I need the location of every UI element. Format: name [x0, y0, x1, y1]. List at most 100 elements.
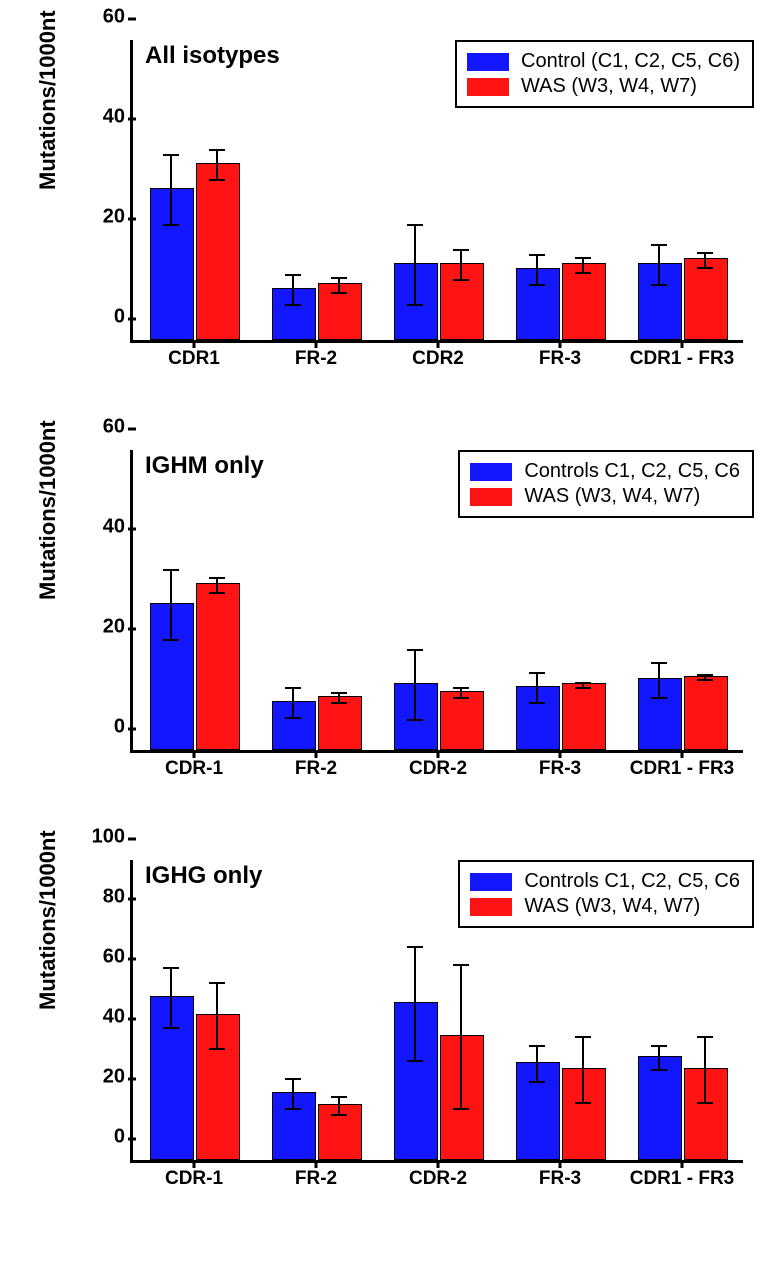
- legend-item: Controls C1, C2, C5, C6: [470, 870, 740, 893]
- x-tick-label: CDR-1: [165, 1168, 223, 1190]
- error-cap: [331, 292, 347, 294]
- error-bar: [216, 578, 218, 593]
- x-tick-label: CDR-2: [409, 1168, 467, 1190]
- y-tick: 60: [85, 416, 133, 439]
- bar: [150, 996, 193, 1160]
- y-axis-label: Mutations/1000nt: [35, 830, 61, 1010]
- legend-swatch: [467, 78, 509, 96]
- chart-panel: Mutations/1000ntIGHG only020406080100CDR…: [20, 840, 764, 1220]
- error-cap: [575, 1036, 591, 1038]
- bar: [440, 1035, 483, 1160]
- x-tick-label: CDR-1: [165, 758, 223, 780]
- bar: [394, 263, 437, 340]
- y-axis-label: Mutations/1000nt: [35, 10, 61, 190]
- legend-item: Control (C1, C2, C5, C6): [467, 50, 740, 73]
- error-cap: [575, 257, 591, 259]
- error-cap: [407, 649, 423, 651]
- error-bar: [704, 1037, 706, 1103]
- bar: [516, 686, 559, 751]
- legend-item: WAS (W3, W4, W7): [470, 895, 740, 918]
- error-bar: [460, 965, 462, 1109]
- y-tick: 40: [85, 106, 133, 129]
- error-cap: [209, 179, 225, 181]
- error-cap: [529, 702, 545, 704]
- error-cap: [453, 687, 469, 689]
- error-bar: [170, 968, 172, 1028]
- error-cap: [285, 687, 301, 689]
- x-tick-label: CDR2: [412, 348, 464, 370]
- x-tick-label: FR-2: [295, 348, 337, 370]
- x-tick-label: FR-2: [295, 1168, 337, 1190]
- y-tick: 100: [85, 826, 133, 849]
- error-cap: [651, 662, 667, 664]
- legend-item: Controls C1, C2, C5, C6: [470, 460, 740, 483]
- x-tick-label: CDR1 - FR3: [630, 758, 735, 780]
- error-bar: [582, 1037, 584, 1103]
- error-bar: [292, 688, 294, 718]
- chart-panel: Mutations/1000ntIGHM only0204060CDR-1FR-…: [20, 430, 764, 810]
- legend: Controls C1, C2, C5, C6WAS (W3, W4, W7): [458, 860, 754, 928]
- error-cap: [407, 946, 423, 948]
- error-cap: [285, 717, 301, 719]
- legend-swatch: [470, 873, 512, 891]
- error-cap: [163, 569, 179, 571]
- error-bar: [582, 258, 584, 273]
- bar: [394, 1002, 437, 1160]
- error-cap: [407, 224, 423, 226]
- error-bar: [536, 1046, 538, 1082]
- bar: [150, 188, 193, 340]
- bar: [638, 1056, 681, 1160]
- x-tick-label: FR-3: [539, 348, 581, 370]
- y-tick: 0: [85, 716, 133, 739]
- y-tick: 80: [85, 886, 133, 909]
- bar: [562, 263, 605, 340]
- error-cap: [285, 304, 301, 306]
- error-bar: [536, 673, 538, 703]
- error-cap: [651, 1045, 667, 1047]
- error-cap: [529, 672, 545, 674]
- bar: [394, 683, 437, 750]
- error-cap: [331, 1114, 347, 1116]
- x-tick-label: FR-2: [295, 758, 337, 780]
- error-cap: [453, 279, 469, 281]
- error-cap: [453, 697, 469, 699]
- error-bar: [414, 947, 416, 1061]
- error-cap: [209, 592, 225, 594]
- error-cap: [575, 272, 591, 274]
- error-cap: [453, 964, 469, 966]
- legend-label: WAS (W3, W4, W7): [524, 485, 700, 508]
- error-bar: [460, 250, 462, 280]
- y-tick: 20: [85, 1066, 133, 1089]
- legend-swatch: [470, 488, 512, 506]
- error-bar: [658, 245, 660, 285]
- error-cap: [209, 149, 225, 151]
- error-cap: [453, 249, 469, 251]
- error-bar: [216, 150, 218, 180]
- legend-label: Control (C1, C2, C5, C6): [521, 50, 740, 73]
- legend-swatch: [467, 53, 509, 71]
- error-cap: [163, 1027, 179, 1029]
- error-bar: [536, 255, 538, 285]
- error-cap: [331, 692, 347, 694]
- legend-label: Controls C1, C2, C5, C6: [524, 870, 740, 893]
- error-bar: [292, 275, 294, 305]
- x-tick-label: CDR1: [168, 348, 220, 370]
- error-cap: [651, 697, 667, 699]
- error-cap: [651, 284, 667, 286]
- error-cap: [575, 1102, 591, 1104]
- panel-title: All isotypes: [145, 42, 280, 70]
- bar: [684, 1068, 727, 1160]
- y-tick: 40: [85, 1006, 133, 1029]
- bar: [318, 696, 361, 751]
- error-cap: [285, 1078, 301, 1080]
- error-cap: [331, 277, 347, 279]
- bar: [638, 678, 681, 750]
- chart-panel: Mutations/1000ntAll isotypes0204060CDR1F…: [20, 20, 764, 400]
- y-tick: 20: [85, 206, 133, 229]
- legend-label: WAS (W3, W4, W7): [521, 75, 697, 98]
- error-cap: [529, 1081, 545, 1083]
- legend-swatch: [470, 463, 512, 481]
- error-cap: [697, 1036, 713, 1038]
- bar: [272, 288, 315, 340]
- bar: [196, 583, 239, 750]
